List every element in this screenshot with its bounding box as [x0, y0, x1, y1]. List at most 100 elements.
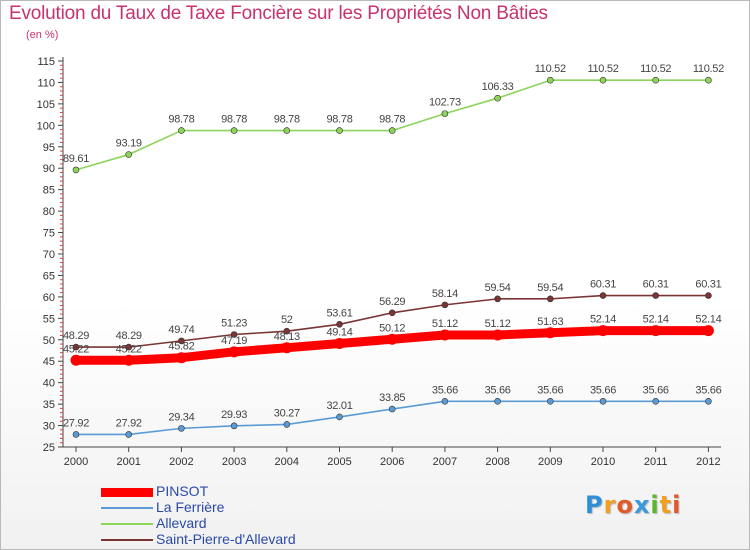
data-point	[283, 421, 291, 428]
data-label: 58.14	[432, 288, 458, 300]
y-tick-label: 40	[43, 378, 55, 390]
data-label: 56.29	[379, 296, 405, 308]
data-label: 35.66	[537, 384, 563, 396]
data-point	[705, 76, 712, 84]
logo-letter: x	[633, 491, 651, 519]
data-point	[705, 292, 712, 299]
y-tick-label: 75	[43, 228, 55, 240]
data-point	[178, 425, 185, 432]
data-point	[494, 94, 501, 102]
legend-item: La Ferrière	[101, 499, 341, 516]
data-point	[125, 431, 132, 438]
y-tick-label: 95	[43, 142, 55, 154]
data-point	[652, 292, 660, 299]
data-point	[125, 151, 132, 158]
data-point	[336, 127, 343, 134]
y-tick-label: 35	[43, 399, 55, 411]
data-label: 102.73	[429, 97, 461, 109]
data-label: 60.31	[695, 279, 721, 291]
data-label: 30.27	[274, 407, 300, 419]
data-label: 93.19	[116, 138, 142, 150]
data-label: 48.29	[116, 330, 142, 342]
data-point	[650, 325, 662, 337]
data-label: 29.34	[168, 411, 194, 423]
data-label: 35.66	[432, 384, 458, 396]
x-tick-label: 2001	[116, 456, 140, 468]
data-label: 110.52	[587, 63, 618, 75]
legend-label: Saint-Pierre-d'Allevard	[156, 531, 296, 547]
y-tick-label: 30	[43, 421, 55, 433]
data-label: 60.31	[590, 279, 616, 291]
data-label: 59.54	[537, 282, 563, 294]
data-label: 49.14	[326, 326, 352, 338]
data-label: 59.54	[485, 282, 511, 294]
y-tick-label: 60	[43, 292, 55, 304]
y-tick-label: 90	[43, 163, 55, 175]
data-point	[388, 127, 396, 134]
logo-letter: o	[616, 491, 634, 519]
chart-title: Evolution du Taux de Taxe Foncière sur l…	[9, 3, 548, 24]
data-label: 53.61	[326, 307, 352, 319]
data-point	[175, 352, 187, 364]
data-point	[178, 127, 185, 134]
data-label: 49.74	[168, 324, 194, 336]
x-tick-label: 2003	[222, 456, 246, 468]
data-point	[281, 342, 293, 354]
data-point	[123, 354, 135, 366]
data-point	[336, 320, 343, 328]
data-label: 27.92	[116, 417, 142, 429]
data-point	[652, 397, 660, 405]
y-tick-label: 110	[37, 77, 55, 89]
x-tick-label: 2006	[380, 456, 404, 468]
data-point	[388, 309, 396, 317]
data-label: 48.29	[63, 330, 89, 342]
data-label: 50.12	[379, 322, 405, 334]
data-label: 52.14	[643, 314, 669, 326]
data-label: 98.78	[379, 114, 405, 126]
data-label: 29.93	[221, 409, 247, 421]
x-tick-label: 2007	[433, 456, 457, 468]
legend-swatch	[101, 507, 153, 509]
data-label: 45.22	[116, 343, 142, 355]
data-label: 52	[281, 314, 293, 326]
data-label: 60.31	[643, 279, 669, 291]
data-point	[494, 397, 501, 405]
data-label: 45.22	[63, 343, 89, 355]
data-point	[125, 343, 132, 351]
data-point	[599, 292, 607, 299]
data-point	[546, 76, 554, 84]
data-label: 32.01	[326, 400, 352, 412]
data-label: 35.66	[695, 384, 721, 396]
data-label: 51.23	[221, 318, 247, 330]
y-tick-label: 65	[43, 270, 55, 282]
data-point	[546, 397, 554, 405]
x-tick-label: 2000	[64, 456, 88, 468]
data-point	[441, 301, 449, 309]
logo-letter: r	[603, 491, 617, 519]
logo-letter: t	[659, 491, 673, 519]
data-label: 106.33	[482, 81, 514, 93]
data-label: 35.66	[643, 384, 669, 396]
data-label: 27.92	[63, 417, 89, 429]
data-label: 51.12	[432, 318, 458, 330]
x-tick-label: 2011	[644, 456, 668, 468]
data-point	[441, 110, 449, 117]
data-point	[178, 337, 185, 345]
y-tick-label: 115	[37, 56, 55, 68]
data-point	[70, 354, 82, 366]
y-tick-label: 80	[43, 206, 55, 218]
data-label: 110.52	[535, 63, 566, 75]
data-label: 52.14	[695, 314, 721, 326]
legend-swatch	[101, 487, 153, 497]
x-tick-label: 2005	[327, 456, 351, 468]
x-tick-label: 2004	[275, 456, 299, 468]
data-point	[388, 405, 396, 413]
legend-label: La Ferrière	[156, 499, 225, 515]
legend-label: Allevard	[156, 515, 207, 531]
legend-swatch	[101, 539, 153, 541]
data-point	[72, 343, 80, 351]
logo-letter: i	[650, 491, 660, 519]
data-point	[492, 329, 504, 341]
data-point	[494, 295, 501, 303]
